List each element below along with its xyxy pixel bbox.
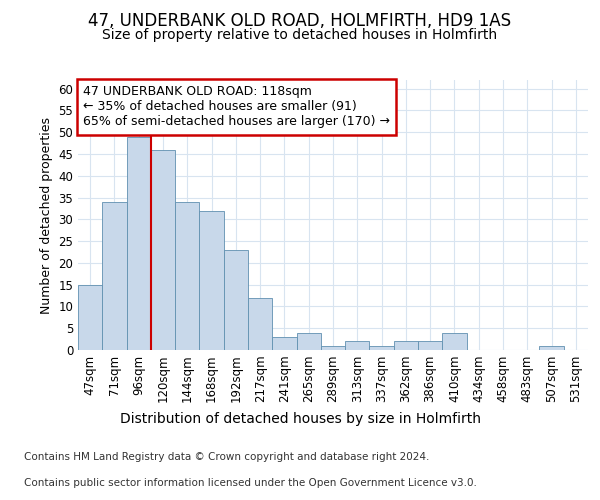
Text: 47 UNDERBANK OLD ROAD: 118sqm
← 35% of detached houses are smaller (91)
65% of s: 47 UNDERBANK OLD ROAD: 118sqm ← 35% of d… — [83, 86, 390, 128]
Bar — [127, 136, 151, 350]
Text: Contains public sector information licensed under the Open Government Licence v3: Contains public sector information licen… — [24, 478, 477, 488]
Bar — [175, 202, 199, 350]
Bar — [539, 346, 564, 350]
Bar — [442, 332, 467, 350]
Bar — [248, 298, 272, 350]
Bar — [272, 337, 296, 350]
Text: Size of property relative to detached houses in Holmfirth: Size of property relative to detached ho… — [103, 28, 497, 42]
Bar — [102, 202, 127, 350]
Bar — [394, 342, 418, 350]
Bar — [345, 342, 370, 350]
Bar — [224, 250, 248, 350]
Text: Distribution of detached houses by size in Holmfirth: Distribution of detached houses by size … — [119, 412, 481, 426]
Text: 47, UNDERBANK OLD ROAD, HOLMFIRTH, HD9 1AS: 47, UNDERBANK OLD ROAD, HOLMFIRTH, HD9 1… — [88, 12, 512, 30]
Bar — [370, 346, 394, 350]
Bar — [151, 150, 175, 350]
Bar — [296, 332, 321, 350]
Bar — [199, 210, 224, 350]
Bar — [78, 284, 102, 350]
Bar — [321, 346, 345, 350]
Bar — [418, 342, 442, 350]
Y-axis label: Number of detached properties: Number of detached properties — [40, 116, 53, 314]
Text: Contains HM Land Registry data © Crown copyright and database right 2024.: Contains HM Land Registry data © Crown c… — [24, 452, 430, 462]
